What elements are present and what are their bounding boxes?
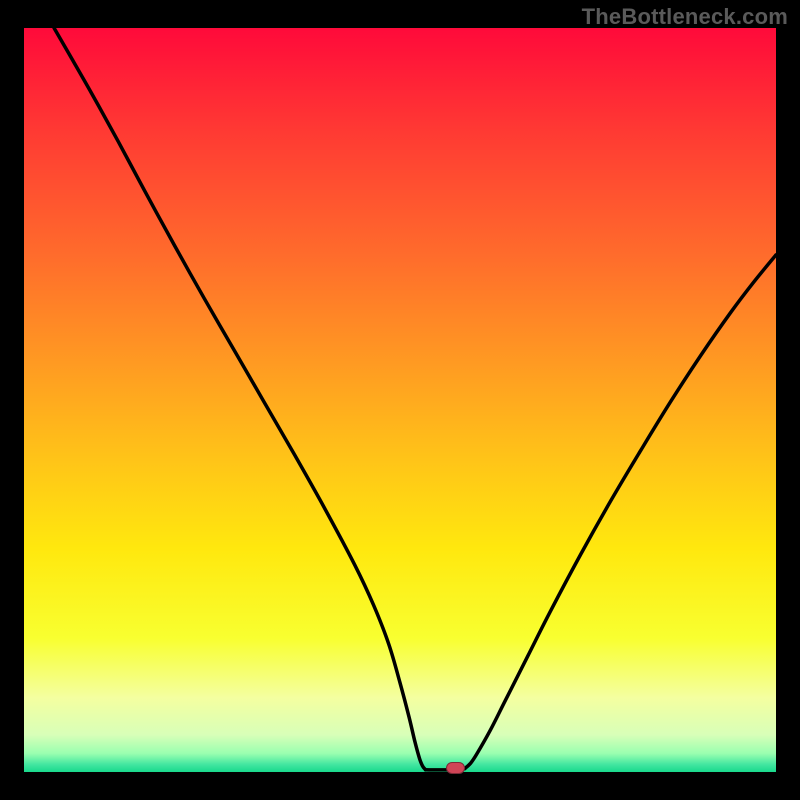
- frame: TheBottleneck.com: [0, 0, 800, 800]
- plot-area: [24, 28, 776, 772]
- trough-marker: [446, 762, 466, 774]
- watermark: TheBottleneck.com: [582, 4, 788, 30]
- gradient-background: [24, 28, 776, 772]
- plot-svg: [24, 28, 776, 772]
